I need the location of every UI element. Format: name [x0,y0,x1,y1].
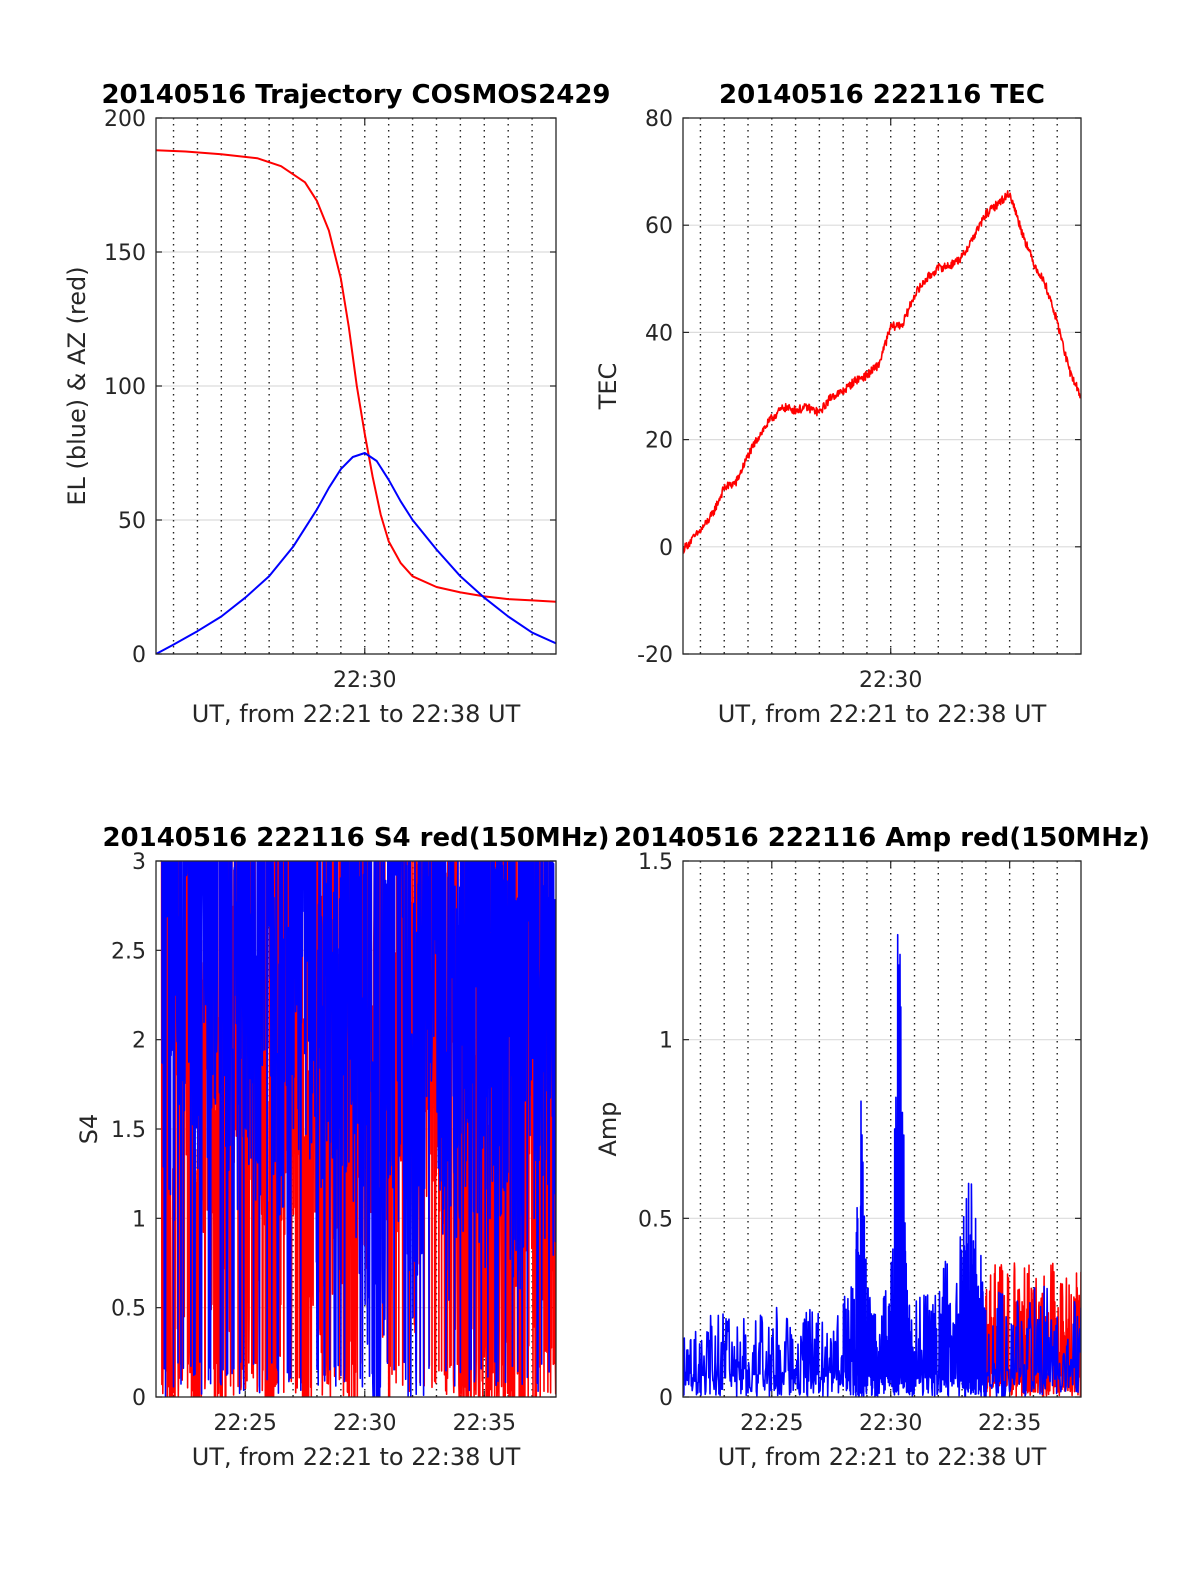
x-tick-label: 22:30 [333,1411,396,1436]
y-tick-label: 150 [104,241,146,266]
y-tick-label: 1.5 [638,850,673,875]
y-tick-label: 1.5 [111,1118,146,1143]
x-tick-label: 22:30 [859,1411,922,1436]
y-tick-label: 0 [659,1386,673,1411]
series-line-1 [161,861,556,1397]
y-tick-label: 60 [645,214,673,239]
x-axis-label: UT, from 22:21 to 22:38 UT [192,1443,521,1471]
x-tick-label: 22:30 [333,668,396,693]
y-tick-label: 50 [118,509,146,534]
y-axis-label: TEC [594,363,622,411]
plot-area-frame [682,117,1082,655]
y-tick-label: -20 [637,643,673,668]
x-tick-label: 22:25 [740,1411,803,1436]
y-tick-label: 200 [104,107,146,132]
chart-trajectory: 20140516 Trajectory COSMOS2429 UT, from … [63,80,611,728]
y-tick-label: 0 [132,643,146,668]
series-line-1 [156,452,556,654]
x-axis-label: UT, from 22:21 to 22:38 UT [718,700,1047,728]
y-axis-label: EL (blue) & AZ (red) [63,266,91,505]
y-tick-label: 2 [132,1029,146,1054]
chart-title: 20140516 Trajectory COSMOS2429 [101,80,610,110]
y-tick-label: 0.5 [638,1207,673,1232]
y-tick-label: 3 [132,850,146,875]
y-axis-label: S4 [75,1114,103,1145]
plot-area-frame [682,860,1082,1398]
x-tick-label: 22:25 [214,1411,277,1436]
y-tick-label: 100 [104,375,146,400]
y-tick-label: 1 [659,1029,673,1054]
y-axis-label: Amp [594,1101,622,1156]
y-tick-label: 40 [645,321,673,346]
chart-s4: 20140516 222116 S4 red(150MHz) UT, from … [75,823,610,1471]
y-tick-label: 2.5 [111,939,146,964]
x-axis-label: UT, from 22:21 to 22:38 UT [192,700,521,728]
x-axis-label: UT, from 22:21 to 22:38 UT [718,1443,1047,1471]
y-tick-label: 0 [132,1386,146,1411]
y-tick-label: 0.5 [111,1297,146,1322]
x-tick-label: 22:30 [859,668,922,693]
chart-tec: 20140516 222116 TEC UT, from 22:21 to 22… [594,80,1082,728]
y-tick-label: 20 [645,429,673,454]
y-tick-label: 1 [132,1207,146,1232]
plot-area-frame [155,860,557,1398]
chart-title: 20140516 222116 Amp red(150MHz) [614,823,1150,853]
series-line-0 [156,149,556,603]
y-tick-label: 0 [659,536,673,561]
chart-title: 20140516 222116 TEC [719,80,1045,110]
chart-amp: 20140516 222116 Amp red(150MHz) UT, from… [594,823,1150,1471]
series-line-0 [683,190,1081,554]
x-tick-label: 22:35 [978,1411,1041,1436]
plot-area-frame [155,117,557,655]
y-tick-label: 80 [645,107,673,132]
chart-title: 20140516 222116 S4 red(150MHz) [102,823,609,853]
x-tick-label: 22:35 [453,1411,516,1436]
series-line-1 [683,933,1081,1397]
